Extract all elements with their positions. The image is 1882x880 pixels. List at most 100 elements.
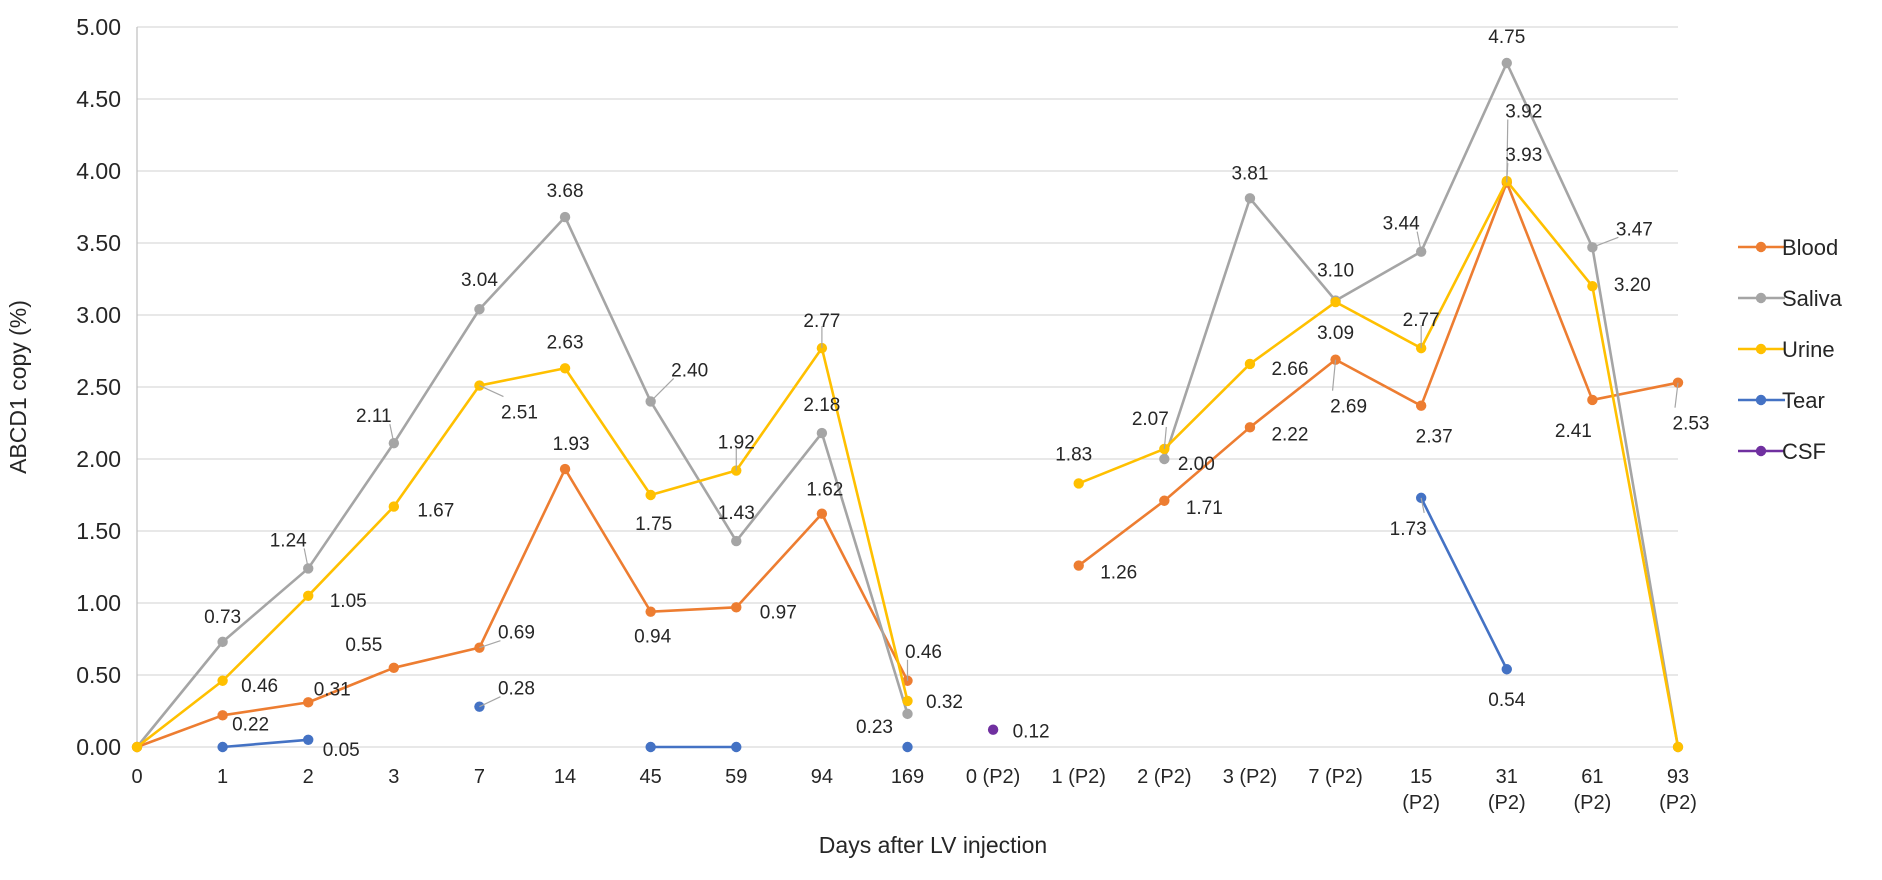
data-label-csf: 0.12	[1013, 722, 1050, 743]
data-label-saliva: 0.73	[204, 607, 241, 628]
legend-item-saliva: Saliva	[1738, 286, 1843, 311]
legend-item-csf: CSF	[1738, 439, 1826, 464]
label-leaders	[303, 119, 1679, 708]
x-tick-label: 1	[217, 766, 228, 788]
x-tick-label: 2 (P2)	[1137, 766, 1191, 788]
label-leader-line	[1163, 426, 1167, 449]
data-label-saliva: 2.11	[356, 406, 392, 427]
data-label-saliva: 2.40	[671, 360, 708, 381]
data-label-urine: 1.05	[330, 591, 367, 612]
x-tick-label: 15	[1410, 766, 1432, 788]
label-leader-line	[303, 548, 309, 569]
data-label-saliva: 3.10	[1317, 261, 1354, 282]
data-point	[1415, 246, 1427, 257]
x-tick-label: 61	[1581, 766, 1603, 788]
data-point	[645, 606, 656, 617]
label-leader-line	[650, 377, 675, 402]
gridlines	[137, 26, 1678, 748]
x-tick-label: 59	[725, 766, 747, 788]
legend-item-urine: Urine	[1738, 337, 1835, 362]
series-line	[1077, 181, 1679, 567]
data-label-blood: 0.94	[634, 627, 671, 648]
data-label-saliva: 2.18	[803, 395, 840, 416]
data-point	[303, 734, 314, 745]
data-label-blood: 1.71	[1186, 498, 1223, 519]
data-label-tear: 0.05	[323, 740, 360, 761]
x-axis-title: Days after LV injection	[819, 832, 1047, 858]
data-point	[731, 602, 742, 613]
legend-swatch-marker	[1755, 292, 1767, 304]
data-point	[1415, 400, 1427, 411]
y-tick-label: 2.00	[76, 446, 121, 472]
data-point	[217, 710, 228, 721]
series-line	[222, 738, 309, 749]
data-point	[1073, 560, 1084, 571]
data-point	[1672, 741, 1684, 753]
data-point	[1159, 495, 1170, 506]
data-point	[902, 695, 913, 707]
data-labels: 0.22 0.31 0.55 0.69 1.93 0.94 0.97 1.62 0.46 1.26…	[204, 27, 1709, 761]
data-point	[1330, 296, 1341, 308]
x-tick-label: 31	[1496, 766, 1518, 788]
data-label-urine: 2.07	[1132, 409, 1169, 430]
data-label-urine: 0.32	[926, 692, 963, 713]
y-tick-label: 4.50	[76, 86, 121, 112]
data-label-saliva: 0.23	[856, 717, 893, 738]
data-label-urine: 2.77	[1403, 310, 1440, 331]
label-leader-line	[479, 385, 504, 398]
y-tick-label: 3.50	[76, 230, 121, 256]
data-label-urine: 1.67	[417, 501, 454, 522]
data-point	[1073, 478, 1084, 489]
legend-swatch-marker	[1755, 241, 1767, 253]
data-label-blood: 2.22	[1271, 424, 1308, 445]
data-label-blood: 0.22	[232, 714, 269, 735]
data-point	[474, 304, 485, 315]
data-label-saliva: 2.00	[1178, 454, 1215, 475]
x-tick-label: 1 (P2)	[1051, 766, 1105, 788]
data-label-urine: 3.93	[1505, 145, 1542, 166]
data-point	[1501, 57, 1512, 69]
series-csf	[987, 724, 999, 735]
data-point	[388, 501, 400, 512]
data-label-saliva: 1.43	[718, 503, 755, 524]
data-label-urine: 2.66	[1271, 359, 1308, 380]
series-line	[135, 215, 909, 748]
legend-label: Urine	[1782, 337, 1835, 362]
series-tear	[217, 492, 1512, 753]
y-tick-label: 1.50	[76, 518, 121, 544]
data-label-urine: 2.63	[547, 332, 584, 353]
data-label-saliva: 3.47	[1616, 219, 1653, 240]
data-point	[388, 662, 400, 673]
data-label-urine: 0.46	[241, 676, 278, 697]
y-tick-label: 2.50	[76, 374, 121, 400]
legend-item-blood: Blood	[1738, 235, 1838, 260]
data-point	[816, 427, 828, 439]
x-tick-label: 3	[388, 766, 399, 788]
data-label-blood: 0.97	[760, 602, 797, 623]
data-label-saliva: 3.44	[1383, 214, 1420, 235]
legend-swatch-marker	[1755, 343, 1767, 355]
data-point	[1244, 193, 1256, 204]
x-tick-label: 45	[640, 766, 662, 788]
label-leader-line	[479, 640, 501, 649]
series-line	[136, 346, 909, 749]
label-leader-line	[1420, 497, 1425, 513]
y-tick-label: 1.00	[76, 590, 121, 616]
legend-item-tear: Tear	[1738, 388, 1825, 413]
x-tick-label: (P2)	[1402, 792, 1440, 814]
data-label-tear: 0.28	[498, 679, 535, 700]
data-label-saliva: 1.24	[270, 530, 307, 551]
label-leader-line	[1416, 231, 1422, 252]
data-label-blood: 1.93	[553, 434, 590, 455]
series-line	[136, 467, 909, 749]
data-label-blood: 2.41	[1555, 421, 1592, 442]
x-tick-label: 2	[303, 766, 314, 788]
data-label-urine: 1.83	[1055, 444, 1092, 465]
data-label-saliva: 4.75	[1488, 27, 1525, 48]
data-point	[645, 741, 656, 753]
data-point	[559, 463, 571, 475]
series	[131, 57, 1684, 753]
legend-swatch-marker	[1755, 445, 1767, 457]
series-urine	[131, 175, 1684, 753]
